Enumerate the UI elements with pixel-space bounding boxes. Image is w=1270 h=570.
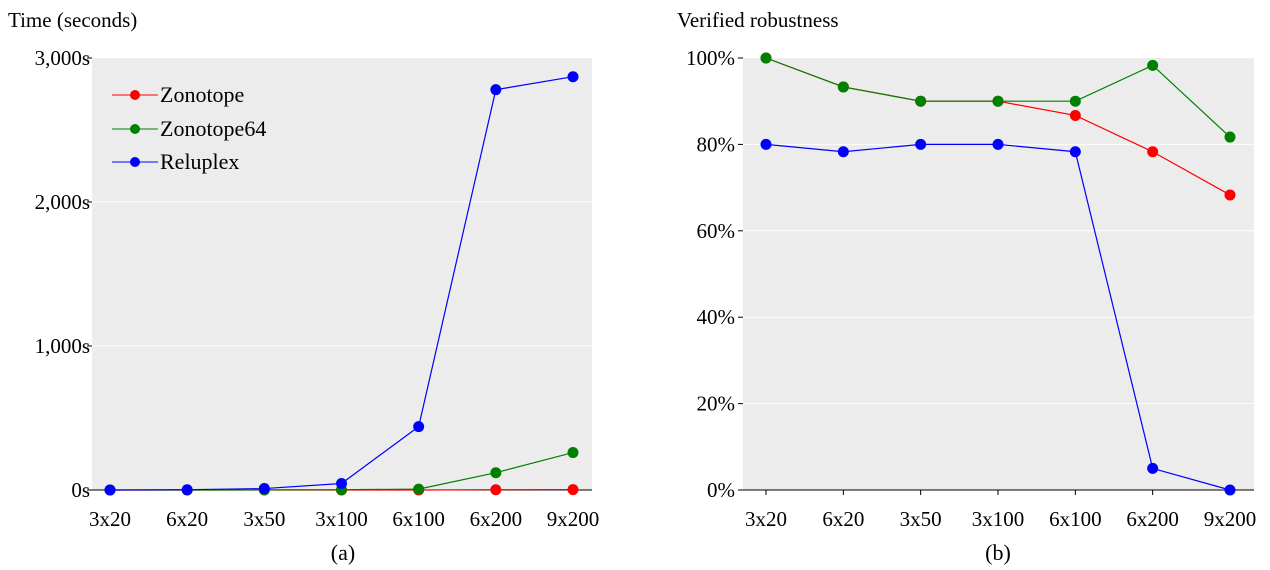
chart-b-point-zonotope64 [1224, 131, 1236, 143]
chart-b-xtick-label: 6x100 [1049, 507, 1102, 531]
chart-a-point-zonotope64 [490, 467, 502, 479]
chart-b-point-reluplex [1224, 484, 1236, 496]
legend-label-zonotope64: Zonotope64 [160, 116, 266, 141]
chart-b-ytick-label: 0% [707, 478, 735, 502]
chart-a-point-zonotope64 [413, 483, 425, 495]
chart-a-ytick-label: 0s [71, 478, 90, 502]
chart-a-point-reluplex [490, 84, 502, 96]
legend-item-reluplex: Reluplex [112, 149, 239, 174]
chart-b-ylabel: Verified robustness [677, 8, 839, 32]
chart-b-xtick-label: 3x20 [745, 507, 787, 531]
chart-b-xtick-label: 6x20 [822, 507, 864, 531]
legend-label-reluplex: Reluplex [160, 149, 239, 174]
chart-b-point-reluplex [1069, 146, 1081, 158]
chart-a-point-zonotope [567, 484, 579, 496]
chart-b-plot-area [743, 58, 1254, 490]
chart-a-point-reluplex [104, 484, 116, 496]
chart-b-point-zonotope64 [992, 95, 1004, 107]
legend-label-zonotope: Zonotope [160, 82, 244, 107]
chart-a-xtick-label: 6x100 [392, 507, 445, 531]
chart-b-point-reluplex [760, 138, 772, 150]
chart-a-point-reluplex [413, 421, 425, 433]
chart-a-ytick-label: 1,000s [35, 334, 90, 358]
chart-b-xtick-label: 9x200 [1204, 507, 1257, 531]
chart-b-point-zonotope [1147, 146, 1159, 158]
chart-b-ytick-label: 80% [697, 132, 736, 156]
chart-a-ytick-label: 2,000s [35, 190, 90, 214]
chart-a-point-reluplex [258, 483, 270, 495]
chart-a-xtick-label: 6x200 [470, 507, 523, 531]
legend-marker-zonotope64 [130, 124, 140, 134]
chart-b-point-zonotope64 [760, 52, 772, 64]
legend-item-zonotope64: Zonotope64 [112, 116, 266, 141]
chart-b-point-reluplex [1147, 462, 1159, 474]
chart-b-point-zonotope [1224, 189, 1236, 201]
chart-b-xtick-label: 3x100 [972, 507, 1025, 531]
legend-marker-reluplex [130, 157, 140, 167]
chart-a-ylabel: Time (seconds) [8, 8, 137, 32]
chart-b-point-reluplex [992, 138, 1004, 150]
chart-b-point-zonotope64 [915, 95, 927, 107]
chart-b-point-reluplex [837, 146, 849, 158]
chart-b-ytick-label: 40% [697, 305, 736, 329]
chart-a-plot-area [92, 58, 592, 490]
chart-b-ytick-label: 60% [697, 219, 736, 243]
chart-b-ytick-label: 100% [686, 46, 735, 70]
chart-a-point-reluplex [336, 478, 347, 490]
chart-b-ytick-label: 20% [697, 392, 736, 416]
chart-b-point-reluplex [915, 138, 927, 150]
chart-a-xtick-label: 9x200 [547, 507, 600, 531]
chart-a-ytick-label: 3,000s [35, 46, 90, 70]
chart-a-point-reluplex [181, 484, 193, 496]
chart-a-xtick-label: 6x20 [166, 507, 208, 531]
legend-marker-zonotope [130, 90, 140, 100]
chart-b-point-zonotope64 [1069, 95, 1081, 107]
chart-b-point-zonotope64 [837, 81, 849, 93]
chart-b-point-zonotope64 [1147, 59, 1159, 71]
chart-b-point-zonotope [1069, 109, 1081, 121]
legend-item-zonotope: Zonotope [112, 82, 244, 107]
chart-a-xtick-label: 3x100 [315, 507, 368, 531]
chart-a-point-reluplex [567, 71, 579, 83]
chart-a-caption: (a) [331, 540, 355, 565]
chart-b-xtick-label: 3x50 [900, 507, 942, 531]
chart-a-point-zonotope64 [567, 447, 579, 459]
chart-a-point-zonotope [490, 484, 502, 496]
chart-a-xtick-label: 3x20 [89, 507, 131, 531]
chart-a-xtick-label: 3x50 [243, 507, 285, 531]
chart-a-legend: Zonotope Zonotope64 Reluplex [112, 82, 266, 174]
chart-b-xtick-label: 6x200 [1126, 507, 1179, 531]
chart-b-caption: (b) [985, 540, 1011, 565]
